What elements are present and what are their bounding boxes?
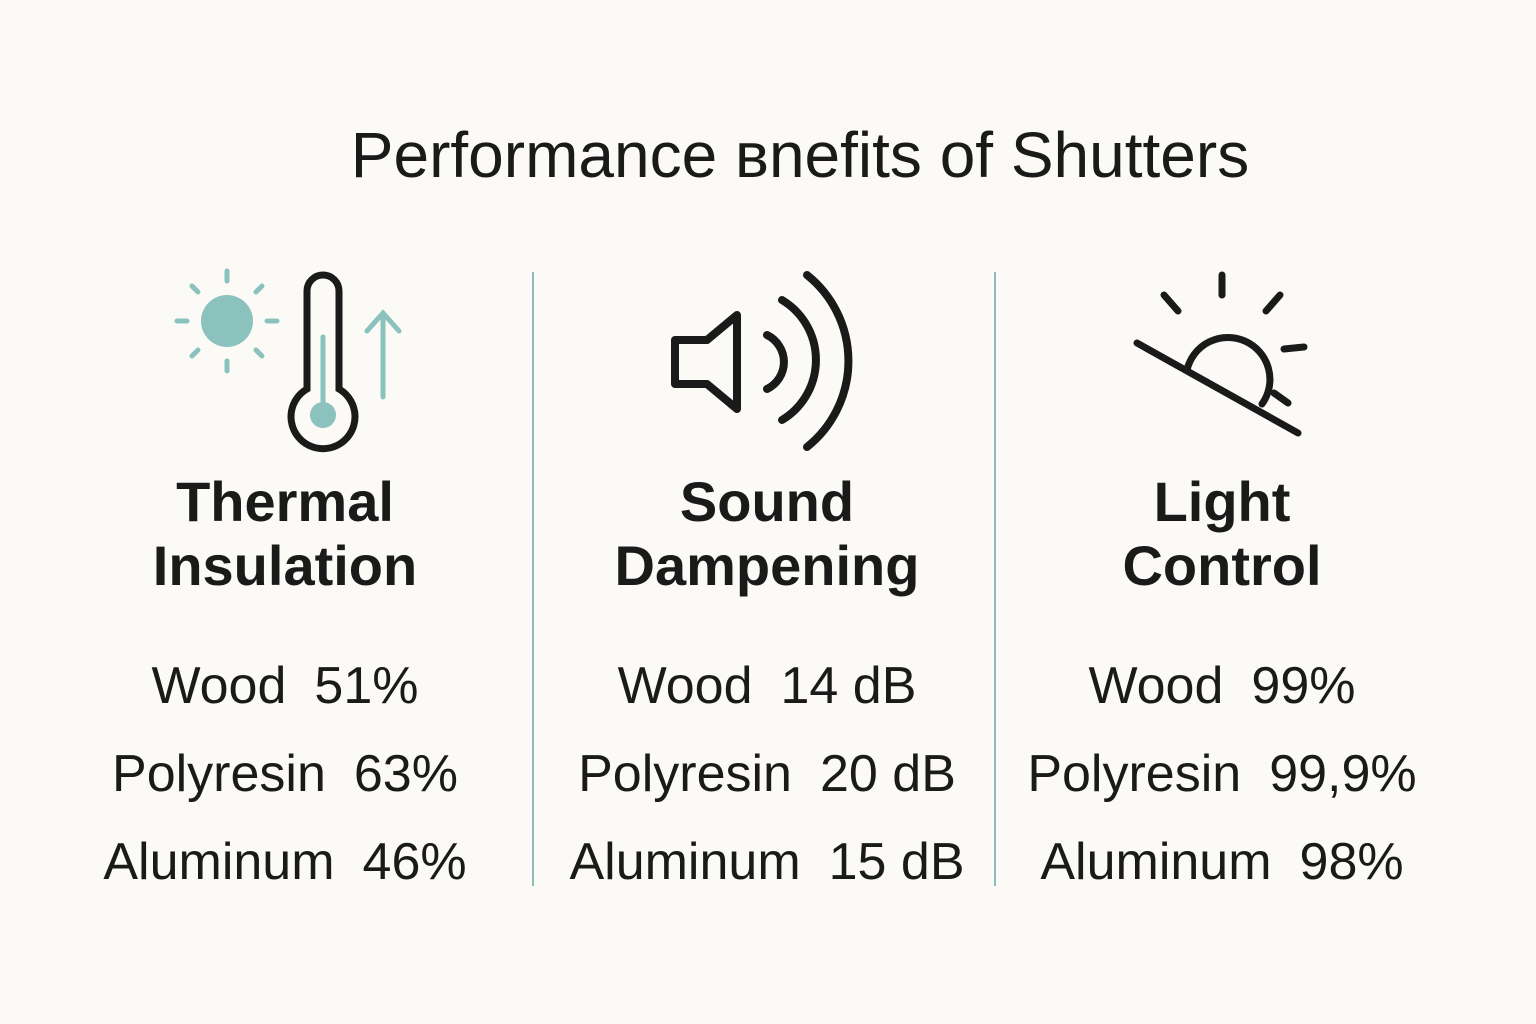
divider bbox=[994, 272, 996, 886]
thermal-icon bbox=[174, 268, 402, 453]
material-label: Wood bbox=[1088, 657, 1224, 715]
sound-icon bbox=[671, 271, 853, 451]
page-title: Performance вnefits of Shutters bbox=[350, 119, 1250, 191]
stat-row: Aluminum 15 dB bbox=[537, 818, 997, 906]
stat-row: Polyresin 20 dB bbox=[537, 730, 997, 818]
stat-value: 14 dB bbox=[780, 657, 917, 715]
heading-line: Insulation bbox=[152, 534, 418, 597]
stat-row: Polyresin 63% bbox=[55, 730, 515, 818]
column-heading: Light Control bbox=[992, 470, 1452, 598]
stat-list: Wood 51% Polyresin 63% Aluminum 46% bbox=[55, 642, 515, 906]
stat-row: Wood 51% bbox=[55, 642, 515, 730]
stat-value: 63% bbox=[353, 745, 458, 803]
stat-value: 98% bbox=[1299, 833, 1404, 891]
stat-row: Wood 14 dB bbox=[537, 642, 997, 730]
stat-value: 51% bbox=[314, 657, 419, 715]
column-heading: Thermal Insulation bbox=[55, 470, 515, 598]
material-label: Polyresin bbox=[112, 745, 326, 803]
stat-row: Polyresin 99,9% bbox=[992, 730, 1452, 818]
light-icon bbox=[1133, 271, 1308, 437]
material-label: Aluminum bbox=[1040, 833, 1272, 891]
divider bbox=[532, 272, 534, 886]
stat-value: 99,9% bbox=[1269, 745, 1417, 803]
heading-line: Thermal bbox=[176, 470, 394, 533]
stat-value: 15 dB bbox=[828, 833, 965, 891]
material-label: Polyresin bbox=[1027, 745, 1242, 803]
heading-line: Sound bbox=[679, 470, 855, 533]
stat-row: Aluminum 46% bbox=[55, 818, 515, 906]
material-label: Aluminum bbox=[569, 833, 801, 891]
stat-value: 99% bbox=[1251, 657, 1356, 715]
stat-row: Aluminum 98% bbox=[992, 818, 1452, 906]
stat-list: Wood 99% Polyresin 99,9% Aluminum 98% bbox=[992, 642, 1452, 906]
stat-value: 20 dB bbox=[819, 745, 956, 803]
stat-list: Wood 14 dB Polyresin 20 dB Aluminum 15 dB bbox=[537, 642, 997, 906]
material-label: Polyresin bbox=[578, 745, 792, 803]
heading-line: Dampening bbox=[614, 534, 920, 597]
material-label: Wood bbox=[151, 657, 287, 715]
heading-line: Control bbox=[1122, 534, 1322, 597]
stat-value: 46% bbox=[362, 833, 467, 891]
material-label: Wood bbox=[617, 657, 753, 715]
stat-row: Wood 99% bbox=[992, 642, 1452, 730]
material-label: Aluminum bbox=[103, 833, 335, 891]
heading-line: Light bbox=[1153, 470, 1291, 533]
column-heading: Sound Dampening bbox=[537, 470, 997, 598]
